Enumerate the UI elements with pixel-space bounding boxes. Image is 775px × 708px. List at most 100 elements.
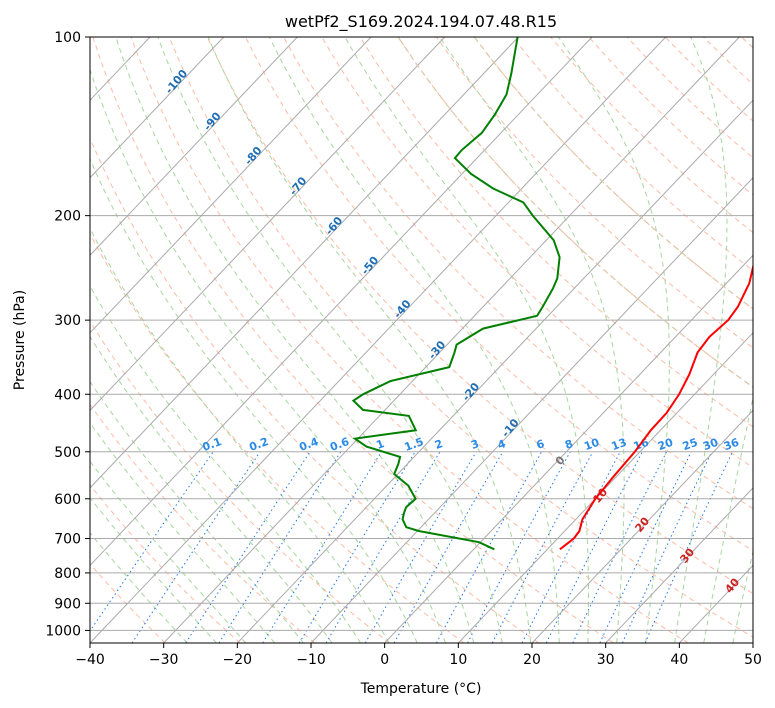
- isotherm-line: [90, 37, 446, 412]
- mixing-ratio-label: 13: [610, 436, 629, 453]
- background-lines: [0, 10, 775, 643]
- moist-adiabat: [90, 460, 247, 643]
- mixing-ratio-label: 1.5: [403, 435, 426, 454]
- isotherm-line: [90, 37, 298, 257]
- isotherm-line: [752, 642, 753, 643]
- mixing-ratio-line: [621, 451, 713, 643]
- isotherm-line: [90, 37, 667, 643]
- mixing-ratio-label: 6: [535, 437, 547, 452]
- moist-adiabat: [439, 37, 625, 643]
- mixing-ratio-line: [298, 451, 416, 643]
- dry-adiabat: [130, 37, 689, 643]
- dry-adiabat: [473, 37, 753, 310]
- y-tick-label: 200: [54, 209, 81, 225]
- dry-adiabat: [90, 137, 540, 643]
- moist-adiabat: [90, 227, 390, 643]
- dry-adiabat: [90, 232, 465, 643]
- dewpoint-profile: [351, 37, 561, 551]
- x-tick-label: 40: [670, 652, 688, 668]
- dry-adiabat: [397, 37, 753, 388]
- isotherm-line: [90, 37, 372, 334]
- moist-adiabat: [90, 67, 447, 643]
- isotherm-line: [0, 37, 3, 643]
- x-tick-label: 30: [597, 652, 615, 668]
- x-tick-label: 20: [523, 652, 541, 668]
- mixing-ratio-label: 10: [582, 436, 601, 454]
- x-axis-label: Temperature (°C): [360, 681, 482, 697]
- mixing-ratio-line: [572, 451, 668, 643]
- x-tick-label: −10: [296, 652, 326, 668]
- y-tick-label: 900: [54, 596, 81, 612]
- dry-adiabat: [244, 37, 753, 552]
- mixing-ratio-label: 36: [722, 436, 741, 454]
- moist-adiabat: [115, 37, 475, 643]
- mixing-ratio-line: [185, 451, 311, 643]
- mixing-ratio-label: 4: [496, 437, 508, 452]
- x-tick-label: −20: [223, 652, 253, 668]
- isotherm-line: [163, 37, 740, 643]
- moist-adiabat: [557, 37, 670, 643]
- x-tick-label: 50: [744, 652, 762, 668]
- dry-adiabat: [321, 37, 753, 469]
- isotherm-line: [90, 37, 225, 179]
- dry-adiabat: [206, 37, 753, 595]
- mixing-ratio-label: 0.2: [247, 435, 270, 454]
- dry-adiabat: [90, 320, 390, 643]
- isotherm-line: [236, 99, 753, 643]
- mixing-ratio-label: 3: [469, 437, 481, 452]
- y-tick-label: 600: [54, 492, 81, 508]
- mixing-ratio-label: 8: [563, 437, 575, 452]
- mixing-ratio-line: [131, 451, 261, 643]
- y-tick-label: 400: [54, 387, 81, 403]
- dry-adiabat: [168, 37, 753, 638]
- y-axis: 1000 900 800 700 600 500 400 300 200 100: [45, 30, 90, 639]
- mixing-ratio-label: 20: [656, 436, 675, 454]
- mixing-ratio-line: [218, 451, 342, 643]
- moist-adiabat: [90, 380, 304, 643]
- moist-adiabat: [674, 37, 728, 643]
- y-tick-label: 700: [54, 532, 81, 548]
- moist-adiabat: [90, 335, 333, 643]
- x-axis: −40 −30 −20 −10 0 10 20 30 40 50: [75, 643, 762, 668]
- mixing-ratio-label: 0.6: [328, 435, 351, 454]
- isotherm-line: [310, 177, 753, 643]
- dry-adiabat: [92, 37, 614, 643]
- isotherm-line: [90, 37, 519, 489]
- isotherm-line: [457, 332, 753, 643]
- y-tick-label: 100: [54, 30, 81, 46]
- y-axis-label: Pressure (hPa): [12, 290, 28, 390]
- moist-adiabat: [90, 285, 362, 643]
- mixing-ratio-line: [599, 451, 692, 643]
- isotherm-line: [531, 409, 753, 643]
- mixing-ratio-line: [491, 451, 594, 643]
- plot-frame: [89, 36, 754, 644]
- moist-adiabat: [157, 37, 503, 643]
- mixing-ratio-line: [90, 451, 214, 632]
- mixing-ratio-label: 25: [681, 436, 700, 453]
- dry-adiabat: [435, 37, 753, 349]
- mixing-ratio-label: 2: [433, 437, 445, 452]
- x-tick-label: 0: [380, 652, 389, 668]
- mixing-ratio-label: 1: [374, 437, 386, 452]
- mixing-ratio-label: 0.1: [201, 435, 224, 454]
- dry-adiabat: [751, 10, 775, 643]
- moist-adiabat: [344, 37, 589, 643]
- moist-adiabat: [90, 157, 418, 643]
- y-tick-label: 300: [54, 313, 81, 329]
- y-tick-label: 1000: [45, 623, 81, 639]
- mixing-ratio-label: 30: [701, 436, 720, 454]
- temperature-profile: [559, 262, 753, 551]
- mixing-ratio-line: [262, 451, 382, 643]
- x-tick-label: −30: [149, 652, 179, 668]
- isotherm-line: [90, 37, 593, 567]
- mixing-ratio-line: [364, 451, 477, 643]
- mixing-ratio-line: [467, 451, 571, 643]
- y-tick-label: 800: [54, 566, 81, 582]
- series-lines: [351, 37, 753, 551]
- y-tick-label: 500: [54, 445, 81, 461]
- isotherm-line: [605, 487, 753, 643]
- chart-title: wetPf2_S169.2024.194.07.48.R15: [285, 12, 557, 32]
- dry-adiabat: [90, 403, 316, 643]
- x-tick-label: −40: [75, 652, 105, 668]
